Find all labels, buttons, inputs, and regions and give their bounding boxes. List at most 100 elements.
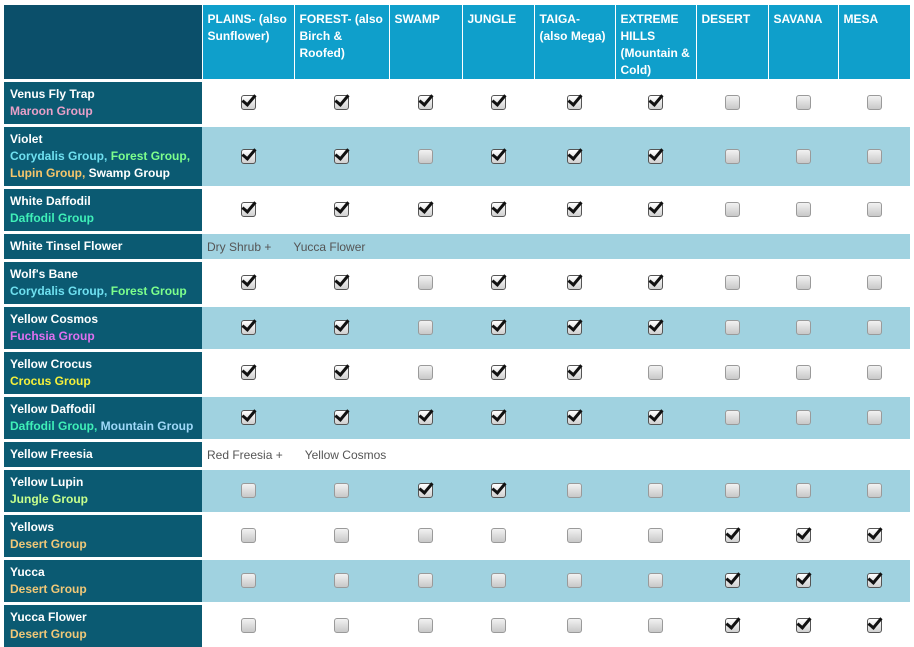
unchecked-checkbox-icon[interactable] [490, 618, 506, 634]
unchecked-checkbox-icon[interactable] [795, 483, 811, 499]
checked-checkbox-icon[interactable] [567, 365, 582, 381]
checked-checkbox-icon[interactable] [240, 202, 256, 218]
checked-checkbox-icon[interactable] [648, 202, 663, 218]
unchecked-checkbox-icon[interactable] [724, 148, 740, 164]
unchecked-checkbox-icon[interactable] [866, 275, 882, 291]
checked-checkbox-icon[interactable] [334, 95, 349, 111]
unchecked-checkbox-icon[interactable] [334, 573, 349, 589]
unchecked-checkbox-icon[interactable] [418, 148, 433, 164]
checked-checkbox-icon[interactable] [648, 320, 663, 336]
checked-checkbox-icon[interactable] [866, 618, 882, 634]
unchecked-checkbox-icon[interactable] [724, 365, 740, 381]
recipe-note: Dry Shrub + Yucca Flower [202, 231, 910, 261]
unchecked-checkbox-icon[interactable] [795, 410, 811, 426]
checked-checkbox-icon[interactable] [795, 528, 811, 544]
checked-checkbox-icon[interactable] [418, 410, 433, 426]
checked-checkbox-icon[interactable] [240, 320, 256, 336]
checked-checkbox-icon[interactable] [648, 148, 663, 164]
unchecked-checkbox-icon[interactable] [418, 275, 433, 291]
unchecked-checkbox-icon[interactable] [795, 320, 811, 336]
checked-checkbox-icon[interactable] [418, 202, 433, 218]
checked-checkbox-icon[interactable] [334, 275, 349, 291]
checked-checkbox-icon[interactable] [418, 483, 433, 499]
unchecked-checkbox-icon[interactable] [866, 202, 882, 218]
unchecked-checkbox-icon[interactable] [795, 202, 811, 218]
checked-checkbox-icon[interactable] [334, 148, 349, 164]
unchecked-checkbox-icon[interactable] [724, 202, 740, 218]
unchecked-checkbox-icon[interactable] [724, 320, 740, 336]
unchecked-checkbox-icon[interactable] [724, 95, 740, 111]
checked-checkbox-icon[interactable] [567, 202, 582, 218]
checked-checkbox-icon[interactable] [490, 320, 506, 336]
checked-checkbox-icon[interactable] [648, 275, 663, 291]
checked-checkbox-icon[interactable] [490, 410, 506, 426]
checked-checkbox-icon[interactable] [334, 202, 349, 218]
unchecked-checkbox-icon[interactable] [567, 528, 582, 544]
checked-checkbox-icon[interactable] [567, 148, 582, 164]
unchecked-checkbox-icon[interactable] [648, 528, 663, 544]
unchecked-checkbox-icon[interactable] [795, 365, 811, 381]
checked-checkbox-icon[interactable] [240, 275, 256, 291]
unchecked-checkbox-icon[interactable] [334, 483, 349, 499]
checked-checkbox-icon[interactable] [240, 365, 256, 381]
checked-checkbox-icon[interactable] [795, 573, 811, 589]
checked-checkbox-icon[interactable] [866, 573, 882, 589]
checked-checkbox-icon[interactable] [724, 618, 740, 634]
unchecked-checkbox-icon[interactable] [418, 365, 433, 381]
unchecked-checkbox-icon[interactable] [724, 410, 740, 426]
checked-checkbox-icon[interactable] [240, 95, 256, 111]
checked-checkbox-icon[interactable] [490, 202, 506, 218]
unchecked-checkbox-icon[interactable] [334, 528, 349, 544]
unchecked-checkbox-icon[interactable] [866, 483, 882, 499]
checked-checkbox-icon[interactable] [334, 365, 349, 381]
unchecked-checkbox-icon[interactable] [240, 528, 256, 544]
unchecked-checkbox-icon[interactable] [240, 618, 256, 634]
checked-checkbox-icon[interactable] [240, 410, 256, 426]
unchecked-checkbox-icon[interactable] [418, 320, 433, 336]
unchecked-checkbox-icon[interactable] [648, 618, 663, 634]
unchecked-checkbox-icon[interactable] [240, 573, 256, 589]
unchecked-checkbox-icon[interactable] [648, 483, 663, 499]
unchecked-checkbox-icon[interactable] [334, 618, 349, 634]
unchecked-checkbox-icon[interactable] [795, 95, 811, 111]
checked-checkbox-icon[interactable] [418, 95, 433, 111]
unchecked-checkbox-icon[interactable] [648, 573, 663, 589]
checked-checkbox-icon[interactable] [567, 320, 582, 336]
unchecked-checkbox-icon[interactable] [795, 148, 811, 164]
checked-checkbox-icon[interactable] [240, 148, 256, 164]
unchecked-checkbox-icon[interactable] [866, 95, 882, 111]
checked-checkbox-icon[interactable] [334, 410, 349, 426]
unchecked-checkbox-icon[interactable] [567, 618, 582, 634]
checked-checkbox-icon[interactable] [490, 148, 506, 164]
checked-checkbox-icon[interactable] [490, 95, 506, 111]
checked-checkbox-icon[interactable] [490, 275, 506, 291]
checked-checkbox-icon[interactable] [490, 483, 506, 499]
unchecked-checkbox-icon[interactable] [567, 573, 582, 589]
checked-checkbox-icon[interactable] [490, 365, 506, 381]
unchecked-checkbox-icon[interactable] [866, 410, 882, 426]
unchecked-checkbox-icon[interactable] [724, 483, 740, 499]
checked-checkbox-icon[interactable] [648, 410, 663, 426]
unchecked-checkbox-icon[interactable] [724, 275, 740, 291]
unchecked-checkbox-icon[interactable] [418, 528, 433, 544]
checked-checkbox-icon[interactable] [567, 275, 582, 291]
checked-checkbox-icon[interactable] [724, 573, 740, 589]
unchecked-checkbox-icon[interactable] [866, 365, 882, 381]
unchecked-checkbox-icon[interactable] [567, 483, 582, 499]
unchecked-checkbox-icon[interactable] [648, 365, 663, 381]
unchecked-checkbox-icon[interactable] [418, 573, 433, 589]
unchecked-checkbox-icon[interactable] [866, 148, 882, 164]
checked-checkbox-icon[interactable] [648, 95, 663, 111]
checked-checkbox-icon[interactable] [724, 528, 740, 544]
unchecked-checkbox-icon[interactable] [795, 275, 811, 291]
checked-checkbox-icon[interactable] [866, 528, 882, 544]
unchecked-checkbox-icon[interactable] [240, 483, 256, 499]
unchecked-checkbox-icon[interactable] [490, 528, 506, 544]
unchecked-checkbox-icon[interactable] [490, 573, 506, 589]
checked-checkbox-icon[interactable] [567, 410, 582, 426]
checked-checkbox-icon[interactable] [567, 95, 582, 111]
checked-checkbox-icon[interactable] [795, 618, 811, 634]
checked-checkbox-icon[interactable] [334, 320, 349, 336]
unchecked-checkbox-icon[interactable] [866, 320, 882, 336]
unchecked-checkbox-icon[interactable] [418, 618, 433, 634]
